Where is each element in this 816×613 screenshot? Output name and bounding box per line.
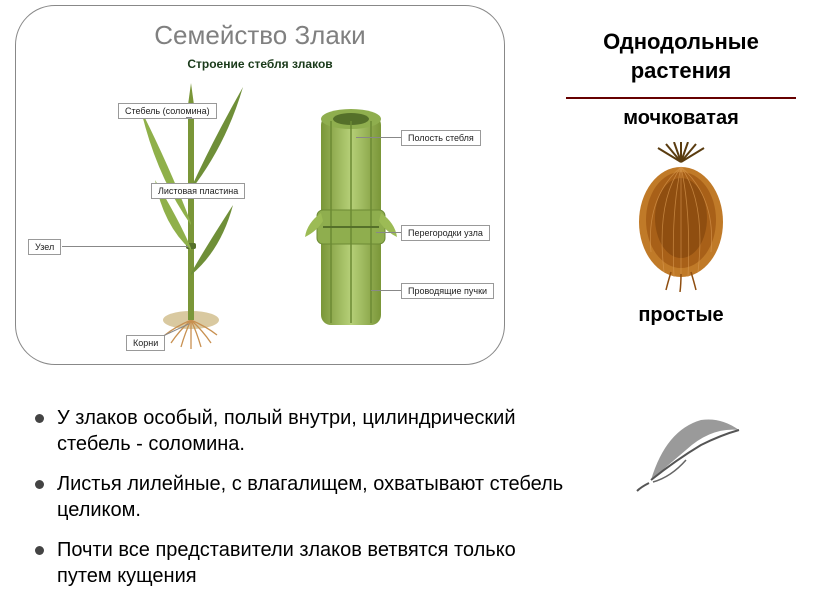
right-title-line1: Однодольные: [566, 28, 796, 57]
bullet-2: Листья лилейные, с влагалищем, охватываю…: [35, 471, 565, 523]
fibrous-root-illustration: [616, 142, 746, 292]
right-panel: Однодольные растения мочковатая простые: [566, 28, 796, 327]
diagram-subtitle: Строение стебля злаков: [36, 57, 484, 71]
right-title-line2: растения: [566, 57, 796, 86]
divider: [566, 97, 796, 99]
label-node: Узел: [28, 239, 61, 255]
bullet-1: У злаков особый, полый внутри, цилиндрич…: [35, 405, 565, 457]
label-bundles: Проводящие пучки: [401, 283, 494, 299]
label-roots: Корни: [126, 335, 165, 351]
label-leafblade: Листовая пластина: [151, 183, 245, 199]
diagram-title: Семейство Злаки: [36, 20, 484, 51]
bullet-3: Почти все представители злаков ветвятся …: [35, 537, 565, 589]
label-septum: Перегородки узла: [401, 225, 490, 241]
bullet-list: У злаков особый, полый внутри, цилиндрич…: [35, 405, 565, 603]
stem-section-illustration: [301, 105, 401, 335]
simple-leaf-illustration: [631, 405, 751, 495]
right-sub: мочковатая: [566, 107, 796, 130]
diagram-area: Стебель (соломина) Листовая пластина Узе…: [36, 75, 484, 365]
label-cavity: Полость стебля: [401, 130, 481, 146]
main-diagram-panel: Семейство Злаки Строение стебля злаков: [15, 5, 505, 365]
label-stem: Стебель (соломина): [118, 103, 217, 119]
right-bottom: простые: [566, 304, 796, 327]
